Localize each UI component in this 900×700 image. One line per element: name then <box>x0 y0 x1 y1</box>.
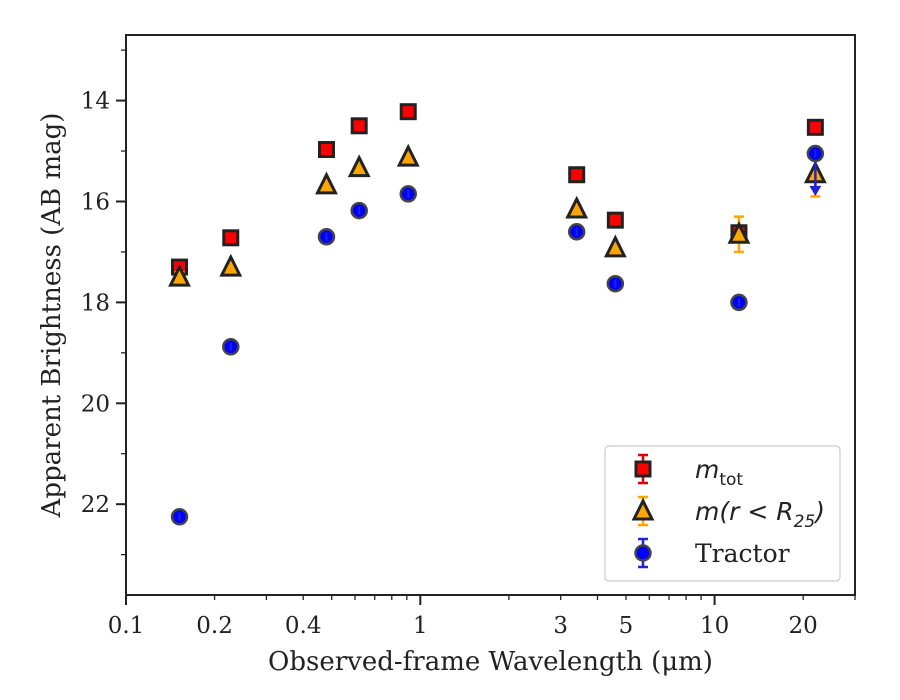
legend-entry: m(r < R25) <box>631 495 825 532</box>
data-point <box>315 171 338 195</box>
y-tick-label: 16 <box>81 189 110 215</box>
x-tick-label: 1 <box>413 613 428 639</box>
series-square <box>171 103 824 276</box>
data-point <box>317 141 335 159</box>
data-point <box>603 234 627 258</box>
legend-label: m(r < R25) <box>695 497 825 532</box>
x-tick-label: 0.1 <box>108 613 145 639</box>
data-point <box>565 195 589 219</box>
legend-box <box>604 445 841 582</box>
data-point <box>219 253 243 277</box>
data-point <box>347 154 371 178</box>
y-axis-title: Apparent Brightness (AB mag) <box>37 113 67 519</box>
x-tick-label: 20 <box>789 613 818 639</box>
y-tick-label: 22 <box>81 492 110 518</box>
data-point <box>396 143 420 167</box>
x-axis-title: Observed-frame Wavelength (μm) <box>268 647 713 677</box>
y-tick-label: 20 <box>81 391 110 417</box>
y-tick-label: 18 <box>81 290 110 316</box>
legend-marker <box>634 544 652 562</box>
series-triangle <box>168 143 827 287</box>
x-tick-label: 0.2 <box>196 613 233 639</box>
data-point <box>222 229 240 247</box>
data-point <box>168 263 191 287</box>
data-point <box>350 117 368 135</box>
x-tick-label: 3 <box>553 613 568 639</box>
data-point <box>606 211 624 229</box>
legend-marker <box>634 460 652 478</box>
series-circle <box>170 144 825 526</box>
legend-label: mtot <box>695 455 743 490</box>
legend-entry: mtot <box>634 453 743 490</box>
y-tick-label: 14 <box>81 89 110 115</box>
plot-frame <box>125 34 856 596</box>
data-marks <box>168 103 827 526</box>
data-point <box>806 118 824 136</box>
legend-marker <box>631 497 655 521</box>
data-point <box>399 103 417 121</box>
x-tick-label: 0.4 <box>285 613 322 639</box>
x-tick-label: 10 <box>700 613 729 639</box>
x-tick-label: 5 <box>619 613 634 639</box>
legend: mtot m(r < R25) Tractor <box>604 445 841 582</box>
data-point <box>568 166 586 184</box>
x-axis-ticks: 0.1 0.2 0.4 1 3 5 10 20 <box>108 595 856 639</box>
legend-label: Tractor <box>695 539 790 568</box>
data-point <box>727 220 751 244</box>
y-axis-ticks: 14 16 18 20 22 <box>81 49 126 556</box>
legend-entry: Tractor <box>634 537 790 569</box>
